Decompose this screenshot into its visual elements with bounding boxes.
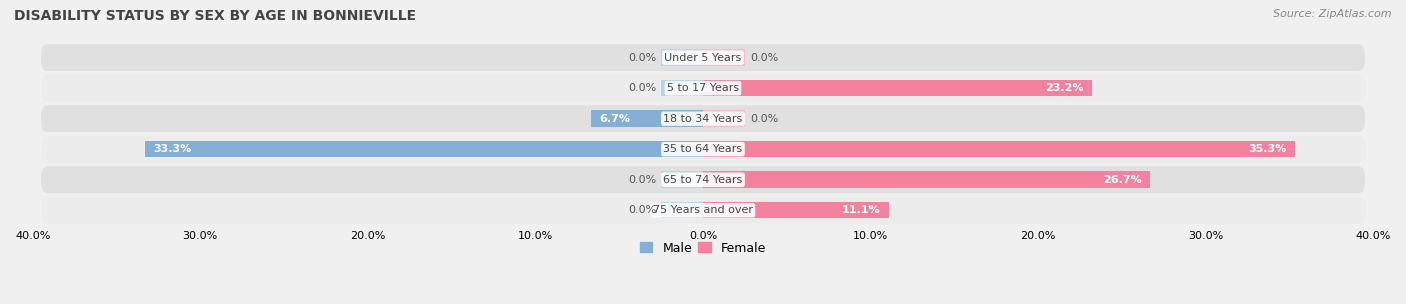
- Text: 0.0%: 0.0%: [628, 83, 657, 93]
- Bar: [145, 141, 703, 157]
- Bar: [703, 202, 889, 219]
- Text: 6.7%: 6.7%: [599, 114, 630, 124]
- Text: 23.2%: 23.2%: [1045, 83, 1084, 93]
- Text: 0.0%: 0.0%: [628, 53, 657, 63]
- Text: 0.0%: 0.0%: [749, 114, 778, 124]
- Text: 11.1%: 11.1%: [842, 205, 880, 215]
- Text: DISABILITY STATUS BY SEX BY AGE IN BONNIEVILLE: DISABILITY STATUS BY SEX BY AGE IN BONNI…: [14, 9, 416, 23]
- Bar: [661, 171, 703, 188]
- Text: 0.0%: 0.0%: [749, 53, 778, 63]
- Text: 18 to 34 Years: 18 to 34 Years: [664, 114, 742, 124]
- FancyBboxPatch shape: [41, 166, 1365, 193]
- FancyBboxPatch shape: [41, 44, 1365, 71]
- FancyBboxPatch shape: [41, 136, 1365, 163]
- Text: 75 Years and over: 75 Years and over: [652, 205, 754, 215]
- Bar: [703, 171, 1150, 188]
- Text: 35 to 64 Years: 35 to 64 Years: [664, 144, 742, 154]
- Text: 5 to 17 Years: 5 to 17 Years: [666, 83, 740, 93]
- Text: Under 5 Years: Under 5 Years: [665, 53, 741, 63]
- FancyBboxPatch shape: [41, 105, 1365, 132]
- Bar: [703, 49, 745, 66]
- Bar: [661, 80, 703, 96]
- Text: 0.0%: 0.0%: [628, 205, 657, 215]
- Text: Source: ZipAtlas.com: Source: ZipAtlas.com: [1274, 9, 1392, 19]
- Bar: [661, 49, 703, 66]
- Bar: [703, 141, 1295, 157]
- Text: 26.7%: 26.7%: [1104, 175, 1142, 185]
- FancyBboxPatch shape: [41, 197, 1365, 224]
- Text: 35.3%: 35.3%: [1249, 144, 1286, 154]
- Bar: [703, 80, 1092, 96]
- Bar: [591, 110, 703, 127]
- Legend: Male, Female: Male, Female: [636, 237, 770, 260]
- Bar: [661, 202, 703, 219]
- Text: 33.3%: 33.3%: [153, 144, 191, 154]
- Bar: [703, 110, 745, 127]
- Text: 0.0%: 0.0%: [628, 175, 657, 185]
- FancyBboxPatch shape: [41, 75, 1365, 102]
- Text: 65 to 74 Years: 65 to 74 Years: [664, 175, 742, 185]
